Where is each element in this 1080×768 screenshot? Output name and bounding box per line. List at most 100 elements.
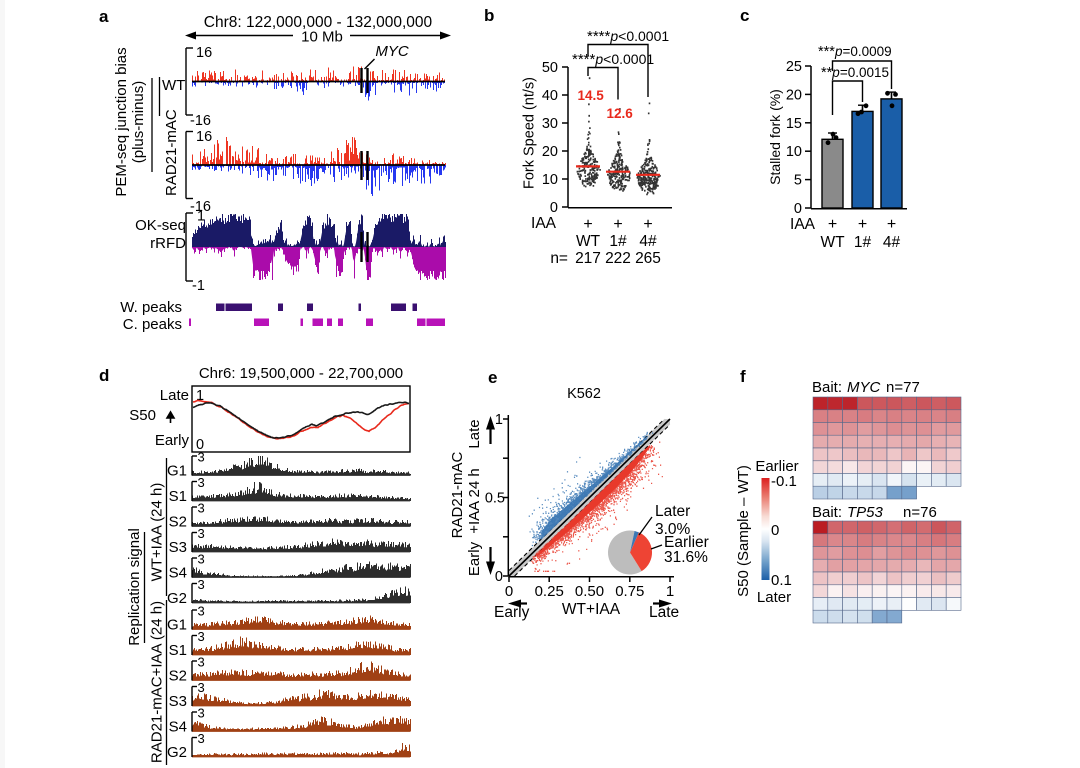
svg-text:K562: K562	[567, 386, 601, 402]
svg-text:**p=0.0015: **p=0.0015	[821, 65, 889, 81]
svg-text:IAA: IAA	[531, 215, 557, 232]
svg-text:WT+IAA: WT+IAA	[562, 601, 621, 618]
svg-text:+: +	[828, 216, 837, 233]
svg-text:-0.1: -0.1	[771, 473, 797, 490]
svg-text:10: 10	[542, 172, 558, 188]
svg-text:Early: Early	[466, 541, 483, 576]
svg-text:Early: Early	[155, 432, 190, 449]
svg-text:G2: G2	[167, 590, 187, 607]
svg-text:20: 20	[786, 87, 802, 103]
svg-text:S1: S1	[169, 488, 187, 505]
svg-text:d: d	[99, 366, 109, 385]
svg-text:1: 1	[666, 583, 674, 600]
svg-text:4#: 4#	[639, 233, 657, 250]
svg-text:3: 3	[198, 680, 205, 695]
svg-text:+: +	[643, 216, 652, 233]
svg-text:S3: S3	[169, 539, 187, 556]
svg-text:0.50: 0.50	[575, 583, 604, 600]
svg-text:S4: S4	[169, 719, 187, 736]
svg-text:14.5: 14.5	[578, 88, 605, 103]
svg-text:+: +	[858, 216, 867, 233]
svg-text:+: +	[583, 216, 592, 233]
svg-text:-16: -16	[190, 113, 211, 129]
svg-text:0: 0	[505, 583, 513, 600]
svg-text:Bait:: Bait:	[812, 504, 842, 521]
svg-text:(plus-minus): (plus-minus)	[130, 81, 147, 164]
svg-text:WT+IAA (24 h): WT+IAA (24 h)	[149, 483, 166, 582]
svg-text:S2: S2	[169, 514, 187, 531]
svg-text:0.5: 0.5	[485, 491, 505, 507]
svg-text:15: 15	[786, 116, 802, 132]
svg-text:S50 (Sample – WT): S50 (Sample – WT)	[735, 465, 752, 597]
svg-text:+IAA 24 h: +IAA 24 h	[466, 468, 483, 533]
svg-text:40: 40	[542, 88, 558, 104]
svg-text:Earlier: Earlier	[755, 458, 798, 475]
svg-text:3.0%: 3.0%	[655, 521, 691, 538]
svg-text:-16: -16	[190, 199, 211, 215]
svg-text:0: 0	[550, 200, 558, 216]
svg-text:n=76: n=76	[903, 504, 937, 521]
svg-text:50: 50	[542, 60, 558, 76]
svg-text:3: 3	[198, 731, 205, 746]
svg-text:3: 3	[198, 450, 205, 465]
svg-text:+: +	[613, 216, 622, 233]
svg-text:S2: S2	[169, 668, 187, 685]
svg-text:1: 1	[197, 209, 205, 225]
svg-text:0.75: 0.75	[615, 583, 644, 600]
svg-text:a: a	[99, 7, 109, 26]
svg-text:RAD21-mAC: RAD21-mAC	[449, 451, 466, 538]
svg-text:Late: Late	[466, 419, 483, 448]
svg-text:3: 3	[198, 655, 205, 670]
svg-text:WT: WT	[162, 77, 185, 94]
svg-text:C. peaks: C. peaks	[123, 316, 182, 333]
svg-text:S1: S1	[169, 642, 187, 659]
svg-text:30: 30	[542, 116, 558, 132]
svg-text:0.1: 0.1	[771, 572, 792, 589]
svg-text:WT: WT	[820, 234, 845, 251]
svg-text:MYC: MYC	[375, 43, 409, 60]
svg-text:5: 5	[794, 173, 802, 189]
svg-text:rRFD: rRFD	[150, 235, 186, 252]
svg-text:Early: Early	[494, 604, 530, 621]
svg-text:Later: Later	[757, 589, 791, 606]
svg-text:217: 217	[575, 250, 601, 267]
svg-text:n=77: n=77	[886, 379, 920, 396]
svg-text:G2: G2	[167, 744, 187, 761]
svg-text:b: b	[484, 6, 494, 25]
svg-text:S3: S3	[169, 693, 187, 710]
svg-text:n=: n=	[550, 250, 568, 267]
svg-text:1: 1	[196, 388, 204, 404]
svg-text:f: f	[740, 367, 746, 386]
svg-text:0: 0	[196, 437, 204, 453]
svg-text:16: 16	[196, 45, 212, 61]
svg-text:Earlier: Earlier	[664, 534, 709, 551]
svg-text:Replication signal: Replication signal	[126, 528, 143, 646]
svg-text:G1: G1	[167, 617, 187, 634]
svg-text:265: 265	[635, 250, 661, 267]
svg-text:3: 3	[198, 629, 205, 644]
svg-text:W. peaks: W. peaks	[120, 299, 182, 316]
svg-text:Bait:: Bait:	[812, 379, 842, 396]
svg-text:WT: WT	[576, 233, 601, 250]
svg-text:3: 3	[198, 577, 205, 592]
svg-text:3: 3	[198, 604, 205, 619]
svg-text:20: 20	[542, 144, 558, 160]
svg-text:3: 3	[198, 706, 205, 721]
svg-text:RAD21-mAC+IAA (24 h): RAD21-mAC+IAA (24 h)	[149, 601, 166, 763]
svg-text:1#: 1#	[609, 233, 627, 250]
svg-text:e: e	[488, 368, 497, 387]
svg-text:31.6%: 31.6%	[664, 549, 708, 566]
svg-text:c: c	[740, 6, 749, 25]
svg-text:10: 10	[786, 144, 802, 160]
svg-text:OK-seq: OK-seq	[135, 217, 186, 234]
svg-text:3: 3	[198, 526, 205, 541]
svg-text:Chr8: 122,000,000 - 132,000,00: Chr8: 122,000,000 - 132,000,000	[204, 14, 433, 31]
svg-text:0.25: 0.25	[535, 583, 564, 600]
svg-text:0: 0	[771, 522, 779, 539]
svg-text:PEM-seq junction bias: PEM-seq junction bias	[113, 47, 130, 196]
svg-text:TP53: TP53	[847, 504, 884, 521]
svg-text:S50: S50	[129, 407, 156, 424]
svg-text:0: 0	[495, 569, 503, 585]
svg-text:3: 3	[198, 552, 205, 567]
svg-text:25: 25	[786, 59, 802, 75]
